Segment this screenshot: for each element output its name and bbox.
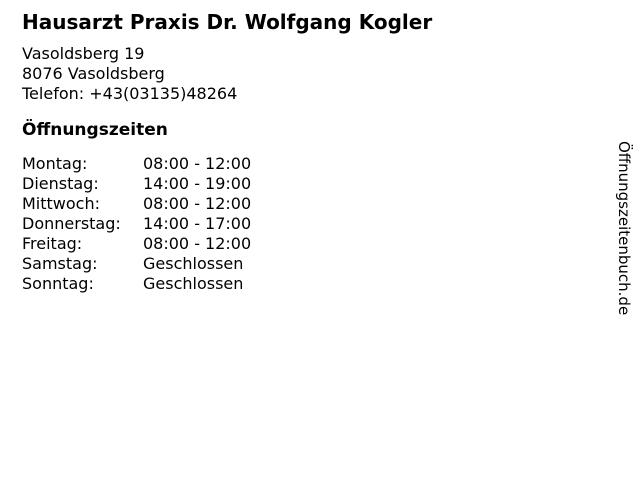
day-label: Montag:: [22, 154, 88, 173]
hours-value: 08:00 - 12:00: [143, 154, 252, 173]
address-block: Vasoldsberg 19 8076 Vasoldsberg Telefon:…: [22, 44, 237, 104]
table-row: Donnerstag: 14:00 - 17:00: [22, 214, 251, 234]
opening-hours-table: Montag: 08:00 - 12:00 Dienstag: 14:00 - …: [22, 154, 251, 294]
hours-value: Geschlossen: [143, 254, 244, 273]
table-row: Mittwoch: 08:00 - 12:00: [22, 194, 251, 214]
day-label: Donnerstag:: [22, 214, 121, 233]
day-label: Samstag:: [22, 254, 98, 273]
address-street: Vasoldsberg 19: [22, 44, 145, 63]
opening-hours-heading: Öffnungszeiten: [22, 120, 168, 140]
day-label: Freitag:: [22, 234, 83, 253]
phone-line: Telefon: +43(03135)48264: [22, 84, 238, 103]
table-row: Montag: 08:00 - 12:00: [22, 154, 251, 174]
page-title: Hausarzt Praxis Dr. Wolfgang Kogler: [22, 10, 433, 34]
hours-value: 08:00 - 12:00: [143, 194, 252, 213]
table-row: Dienstag: 14:00 - 19:00: [22, 174, 251, 194]
hours-value: 14:00 - 19:00: [143, 174, 252, 193]
day-label: Mittwoch:: [22, 194, 100, 213]
branding-link[interactable]: Öffnungszeitenbuch.de: [615, 141, 633, 316]
day-label: Sonntag:: [22, 274, 94, 293]
table-row: Freitag: 08:00 - 12:00: [22, 234, 251, 254]
day-label: Dienstag:: [22, 174, 99, 193]
table-row: Samstag: Geschlossen: [22, 254, 251, 274]
hours-value: Geschlossen: [143, 274, 244, 293]
table-row: Sonntag: Geschlossen: [22, 274, 251, 294]
hours-value: 14:00 - 17:00: [143, 214, 252, 233]
address-city: 8076 Vasoldsberg: [22, 64, 165, 83]
hours-value: 08:00 - 12:00: [143, 234, 252, 253]
